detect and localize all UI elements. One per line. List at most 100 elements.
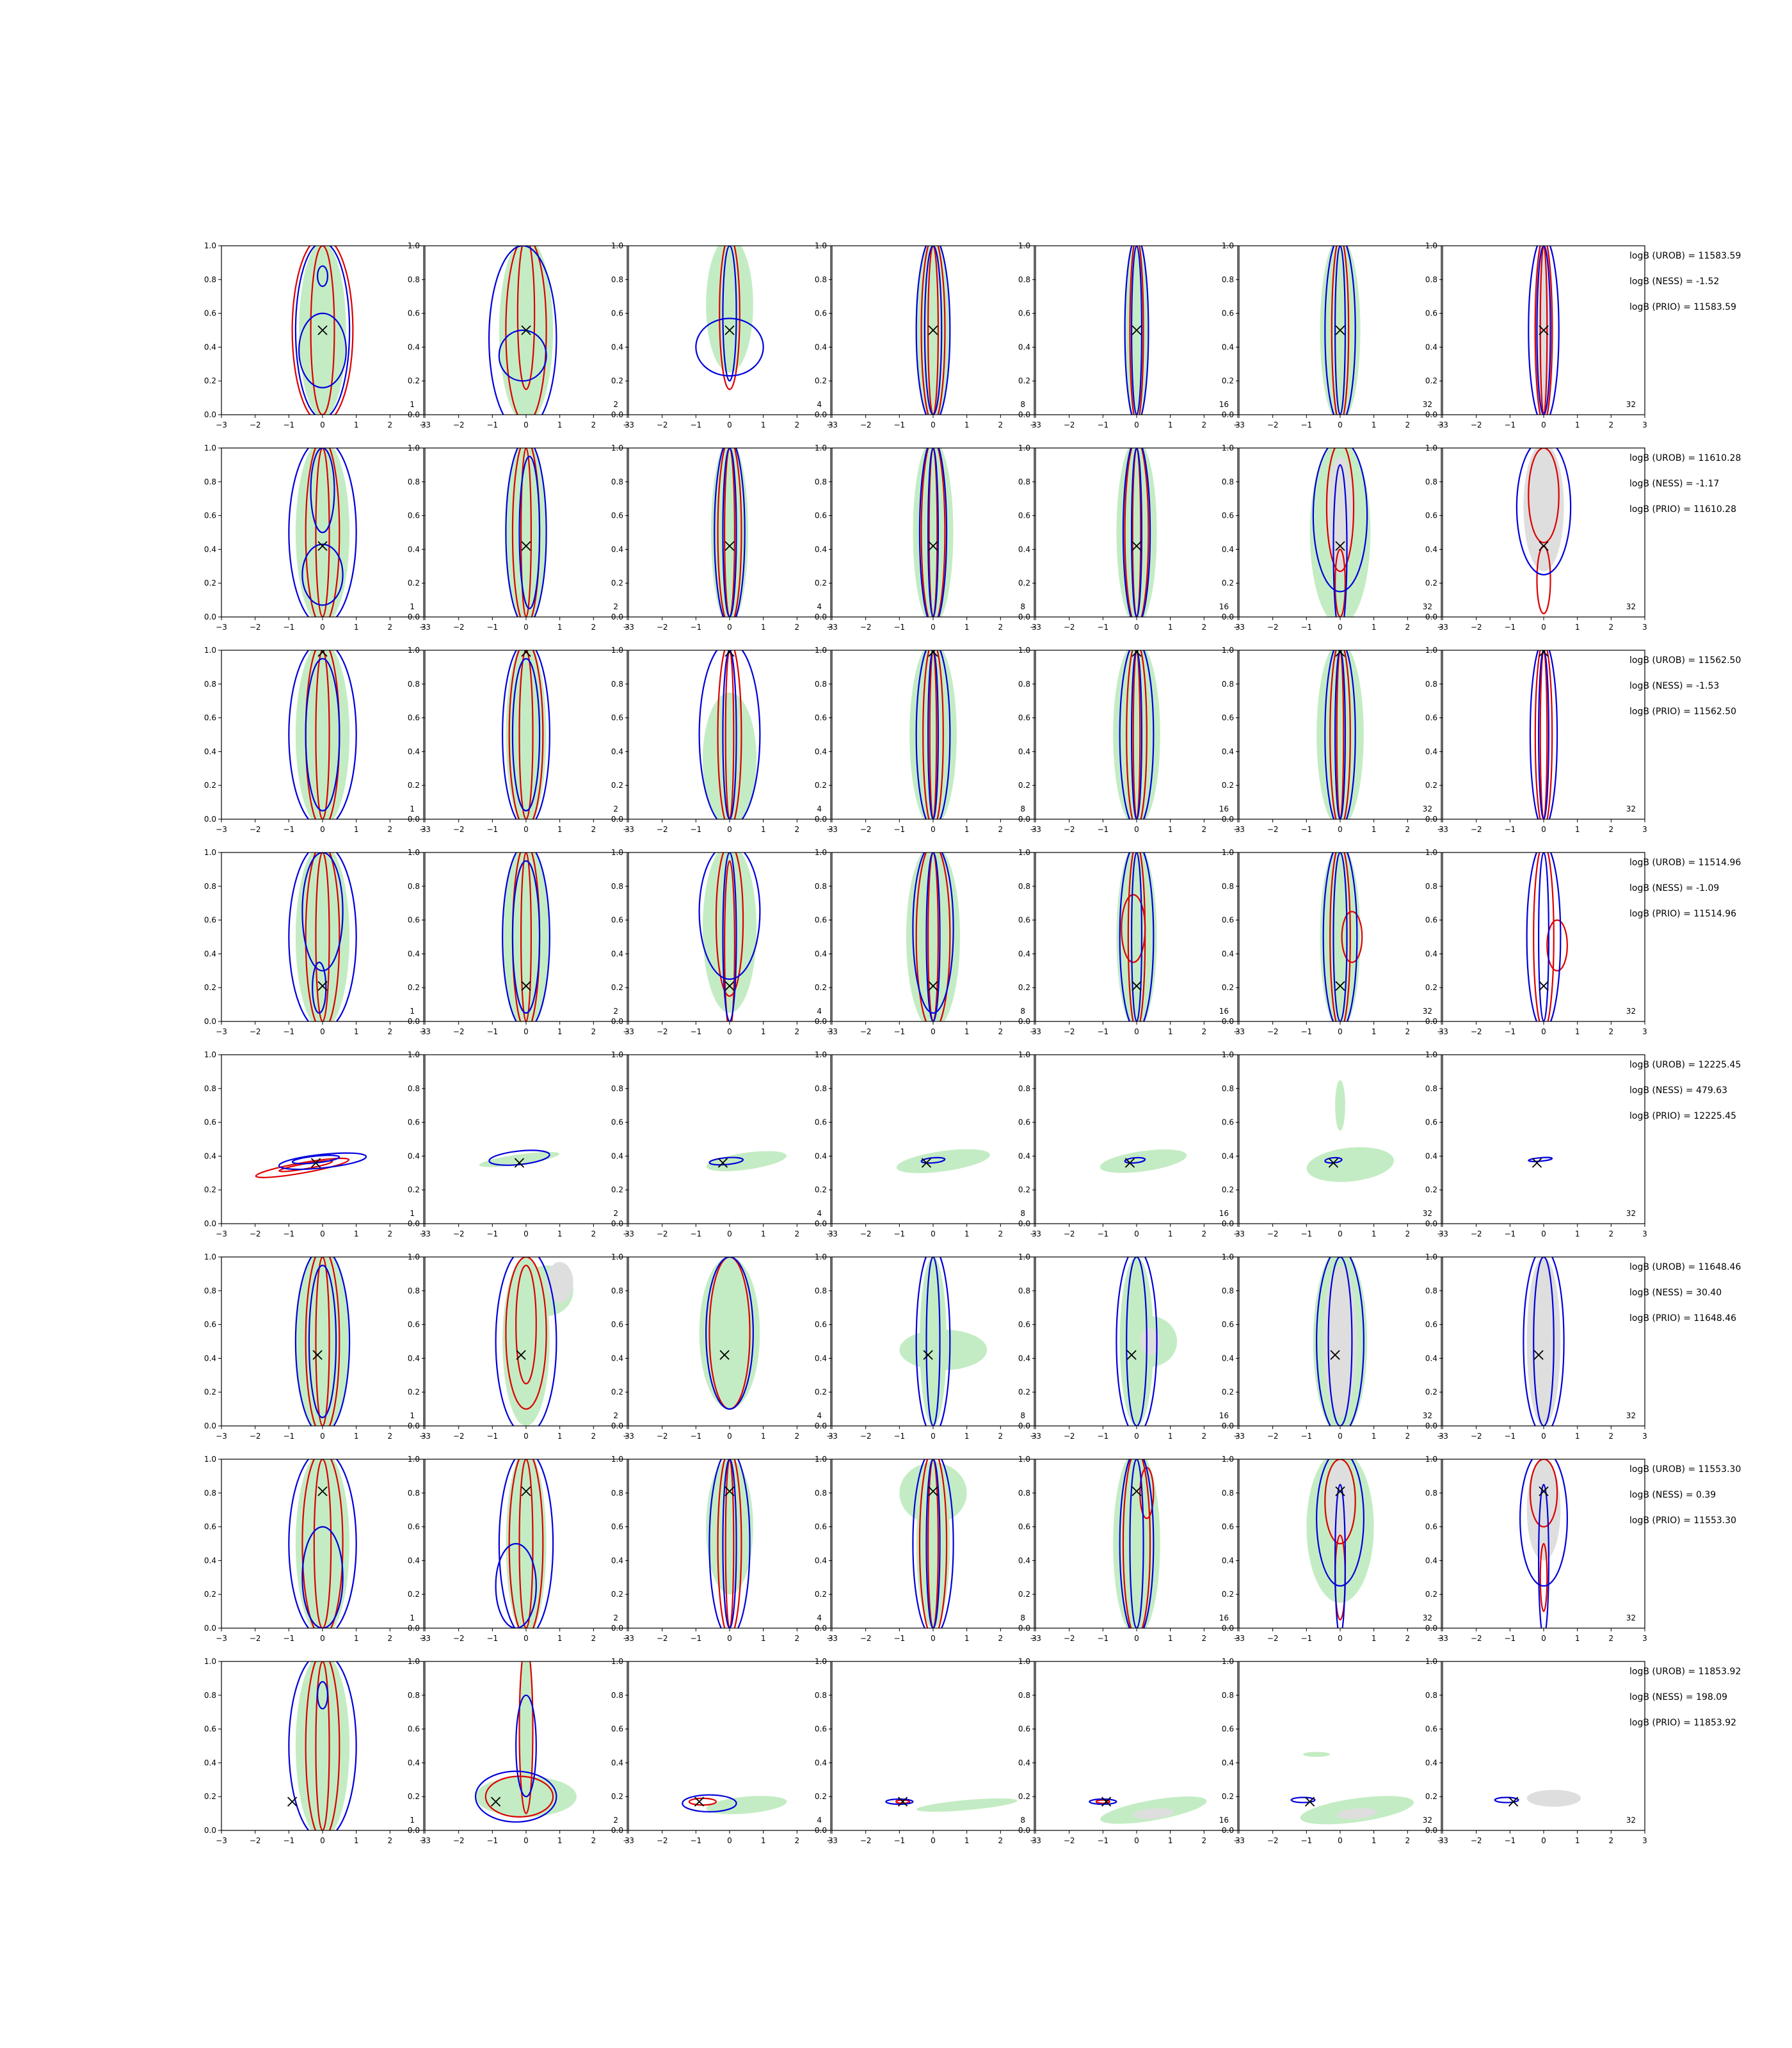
x-tick-label: 3 [421,1027,426,1036]
truth-marker [521,325,531,335]
truth-marker [928,541,938,551]
x-tick-label: −2 [250,1634,261,1643]
x-tick-label: 0 [727,1027,732,1036]
y-tick-label: 0.2 [611,1388,623,1396]
truth-marker [1124,1158,1135,1168]
subplot-r1-c3: −3 −2 −1 0 1 2 30.00.20.40.60.81.04 [611,241,833,429]
y-tick-label: 0.4 [1425,1758,1437,1767]
truth-marker [317,325,328,335]
red-contour [724,860,735,1021]
blue-contour [925,1459,941,1628]
x-tick-label: −1 [1504,1229,1516,1238]
y-tick-label: 0.6 [1018,309,1030,318]
y-tick-label: 0.6 [1222,1118,1234,1127]
x-tick-label: 0 [320,1836,325,1845]
y-tick-label: 0.4 [815,747,827,756]
y-tick-label: 0.2 [1018,376,1030,385]
y-tick-label: 0.4 [815,545,827,554]
y-tick-label: 0.8 [1018,1286,1030,1295]
x-tick-label: 1 [1372,420,1377,429]
x-tick-label: −1 [893,1634,905,1643]
y-tick-label: 0.0 [611,1219,623,1228]
truth-marker [724,980,735,991]
x-tick-label: 3 [1032,623,1037,632]
x-tick-label: −1 [1097,1027,1108,1036]
y-tick-label: 0.8 [408,1489,420,1498]
y-tick-label: 0.4 [611,747,623,756]
x-tick-label: 2 [998,825,1004,834]
subplot-corner-label: 2 [613,1613,618,1622]
x-tick-label: 0 [1134,420,1139,429]
x-tick-label: 3 [828,825,833,834]
plot-area [1516,448,1572,614]
subplot-corner-label: 4 [817,804,822,813]
subplot-corner-label: 1 [410,1613,415,1622]
y-tick-label: 1.0 [1425,646,1437,655]
y-tick-label: 0.4 [1425,545,1437,554]
subplot-r4-c6: −3 −2 −1 0 1 2 30.00.20.40.60.81.032 [1222,848,1444,1036]
x-tick-label: −1 [893,1432,905,1441]
y-tick-label: 0.2 [204,376,216,385]
truth-marker [1532,1158,1542,1168]
y-tick-label: 0.0 [1018,1219,1030,1228]
x-tick-label: 2 [998,420,1004,429]
x-tick-label: 1 [557,1229,563,1238]
plot-area [711,448,748,617]
x-tick-label: 2 [1202,1634,1207,1643]
y-tick-label: 0.6 [1018,1320,1030,1329]
y-tick-label: 0.4 [408,1354,420,1363]
x-tick-label: 2 [1609,623,1614,632]
y-tick-label: 0.4 [611,949,623,958]
x-tick-label: 0 [524,420,529,429]
x-tick-label: 1 [1168,1229,1173,1238]
y-tick-label: 1.0 [611,646,623,655]
y-tick-label: 1.0 [1222,1455,1234,1464]
subplot-r6-c2: −3 −2 −1 0 1 2 30.00.20.40.60.81.02 [408,1252,630,1441]
x-tick-label: 0 [1338,1027,1343,1036]
blue-contour [1516,448,1572,576]
red-contour [927,246,939,415]
x-tick-label: 1 [761,1432,766,1441]
plot-area [1494,1789,1581,1807]
blue-contour [1332,464,1348,617]
logb-stat: logB (PRIO) = 11562.50 [1629,707,1737,717]
x-tick-label: 1 [557,1634,563,1643]
x-tick-label: −2 [657,1836,668,1845]
y-tick-label: 0.6 [204,1320,216,1329]
x-tick-label: 1 [354,623,359,632]
x-tick-label: −3 [1437,623,1448,632]
x-tick-label: −1 [893,1229,905,1238]
x-tick-label: 3 [1439,825,1444,834]
y-tick-label: 0.4 [1222,1758,1234,1767]
x-tick-label: −2 [1267,1836,1279,1845]
x-tick-label: 1 [557,1836,563,1845]
y-tick-label: 0.8 [611,1691,623,1700]
truth-marker [724,541,735,551]
blue-contour [918,448,948,617]
y-tick-label: 0.0 [1018,1017,1030,1026]
blue-contour [1528,1156,1553,1162]
x-tick-label: 0 [1338,623,1343,632]
x-tick-label: −3 [826,420,838,429]
y-tick-label: 0.4 [204,1151,216,1160]
blue-contour [924,246,943,415]
y-tick-label: 0.8 [815,882,827,891]
plot-area [1116,448,1157,617]
x-tick-label: 3 [1642,623,1647,632]
y-tick-label: 0.2 [1425,781,1437,790]
x-tick-label: 2 [1609,825,1614,834]
x-tick-label: −2 [860,1634,872,1643]
red-contour [1528,448,1560,543]
y-tick-label: 0.0 [408,410,420,419]
x-tick-label: −1 [690,1027,701,1036]
x-tick-label: 0 [524,1027,529,1036]
x-tick-label: −3 [1437,1634,1448,1643]
x-tick-label: 3 [421,1836,426,1845]
red-contour [1132,448,1142,617]
plot-area [682,1794,787,1814]
x-tick-label: −2 [250,623,261,632]
x-tick-label: 3 [1642,1229,1647,1238]
red-contour [1534,246,1553,415]
y-tick-label: 0.0 [1222,1017,1234,1026]
blue-contour [722,448,737,617]
